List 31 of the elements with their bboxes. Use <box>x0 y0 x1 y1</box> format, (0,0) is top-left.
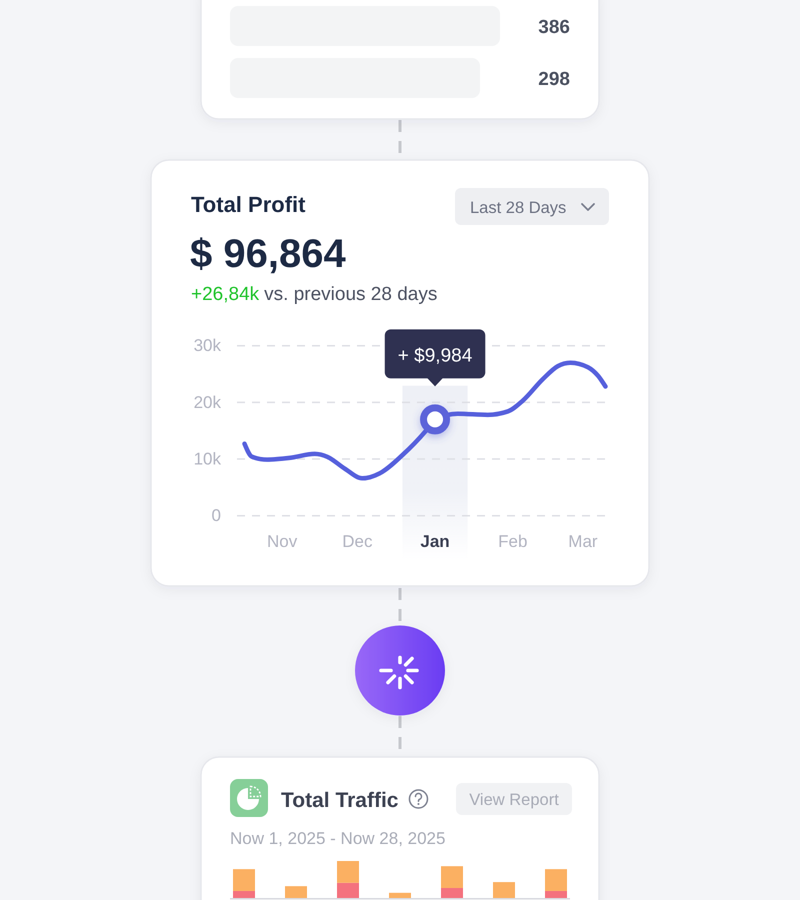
bar <box>233 890 255 898</box>
bar <box>233 869 255 891</box>
text: View Report <box>469 791 560 809</box>
bar <box>441 888 463 898</box>
chart-title: Total Traffic <box>281 789 399 812</box>
y-tick-label: 10k <box>194 449 222 468</box>
x-tick-label: Feb <box>498 532 528 552</box>
y-tick-label: 0 <box>212 506 221 526</box>
y-tick-label: 30k <box>194 336 222 356</box>
bar <box>545 869 567 891</box>
bar <box>285 886 307 898</box>
bar <box>389 892 411 898</box>
y-tick-label: 20k <box>194 392 222 412</box>
bar <box>337 882 359 898</box>
text: vs. previous 28 days <box>264 284 438 305</box>
x-tick-label: Mar <box>568 532 598 552</box>
bar <box>441 866 463 888</box>
x-tick-label: Dec <box>342 532 373 552</box>
bar <box>493 882 515 898</box>
data-label: 386 <box>538 17 570 38</box>
data-label: 298 <box>538 69 570 90</box>
bar <box>545 890 567 898</box>
x-tick-label: Nov <box>267 532 298 552</box>
annotation: + $9,984 <box>398 345 473 366</box>
x-tick-label: Jan <box>420 532 450 552</box>
bar <box>337 861 359 883</box>
chart-title: Total Profit <box>191 192 306 217</box>
text: +26,84k <box>191 284 260 305</box>
text: Last 28 Days <box>470 199 566 217</box>
chart-subtitle: $ 96,864 <box>190 232 346 276</box>
chart-subtitle: Now 1, 2025 - Now 28, 2025 <box>230 829 446 848</box>
